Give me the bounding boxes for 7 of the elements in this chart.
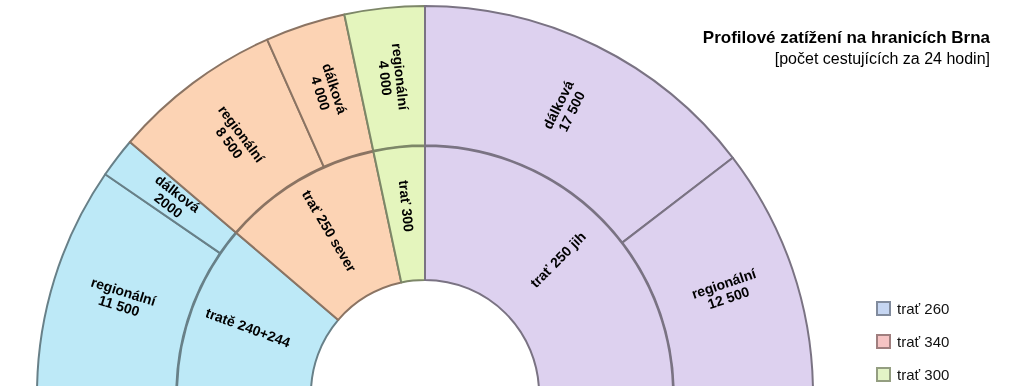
legend-label: trať 300 xyxy=(897,366,950,383)
legend-label: trať 340 xyxy=(897,333,950,350)
slice-label: trať 250 jih xyxy=(526,228,590,291)
text: [počet cestujících za 24 hodin] xyxy=(773,50,990,68)
legend-label: trať 260 xyxy=(897,300,950,317)
slice-label: trať 300 xyxy=(395,179,418,233)
text: Profilové zatížení na hranicích Brna xyxy=(702,28,990,48)
